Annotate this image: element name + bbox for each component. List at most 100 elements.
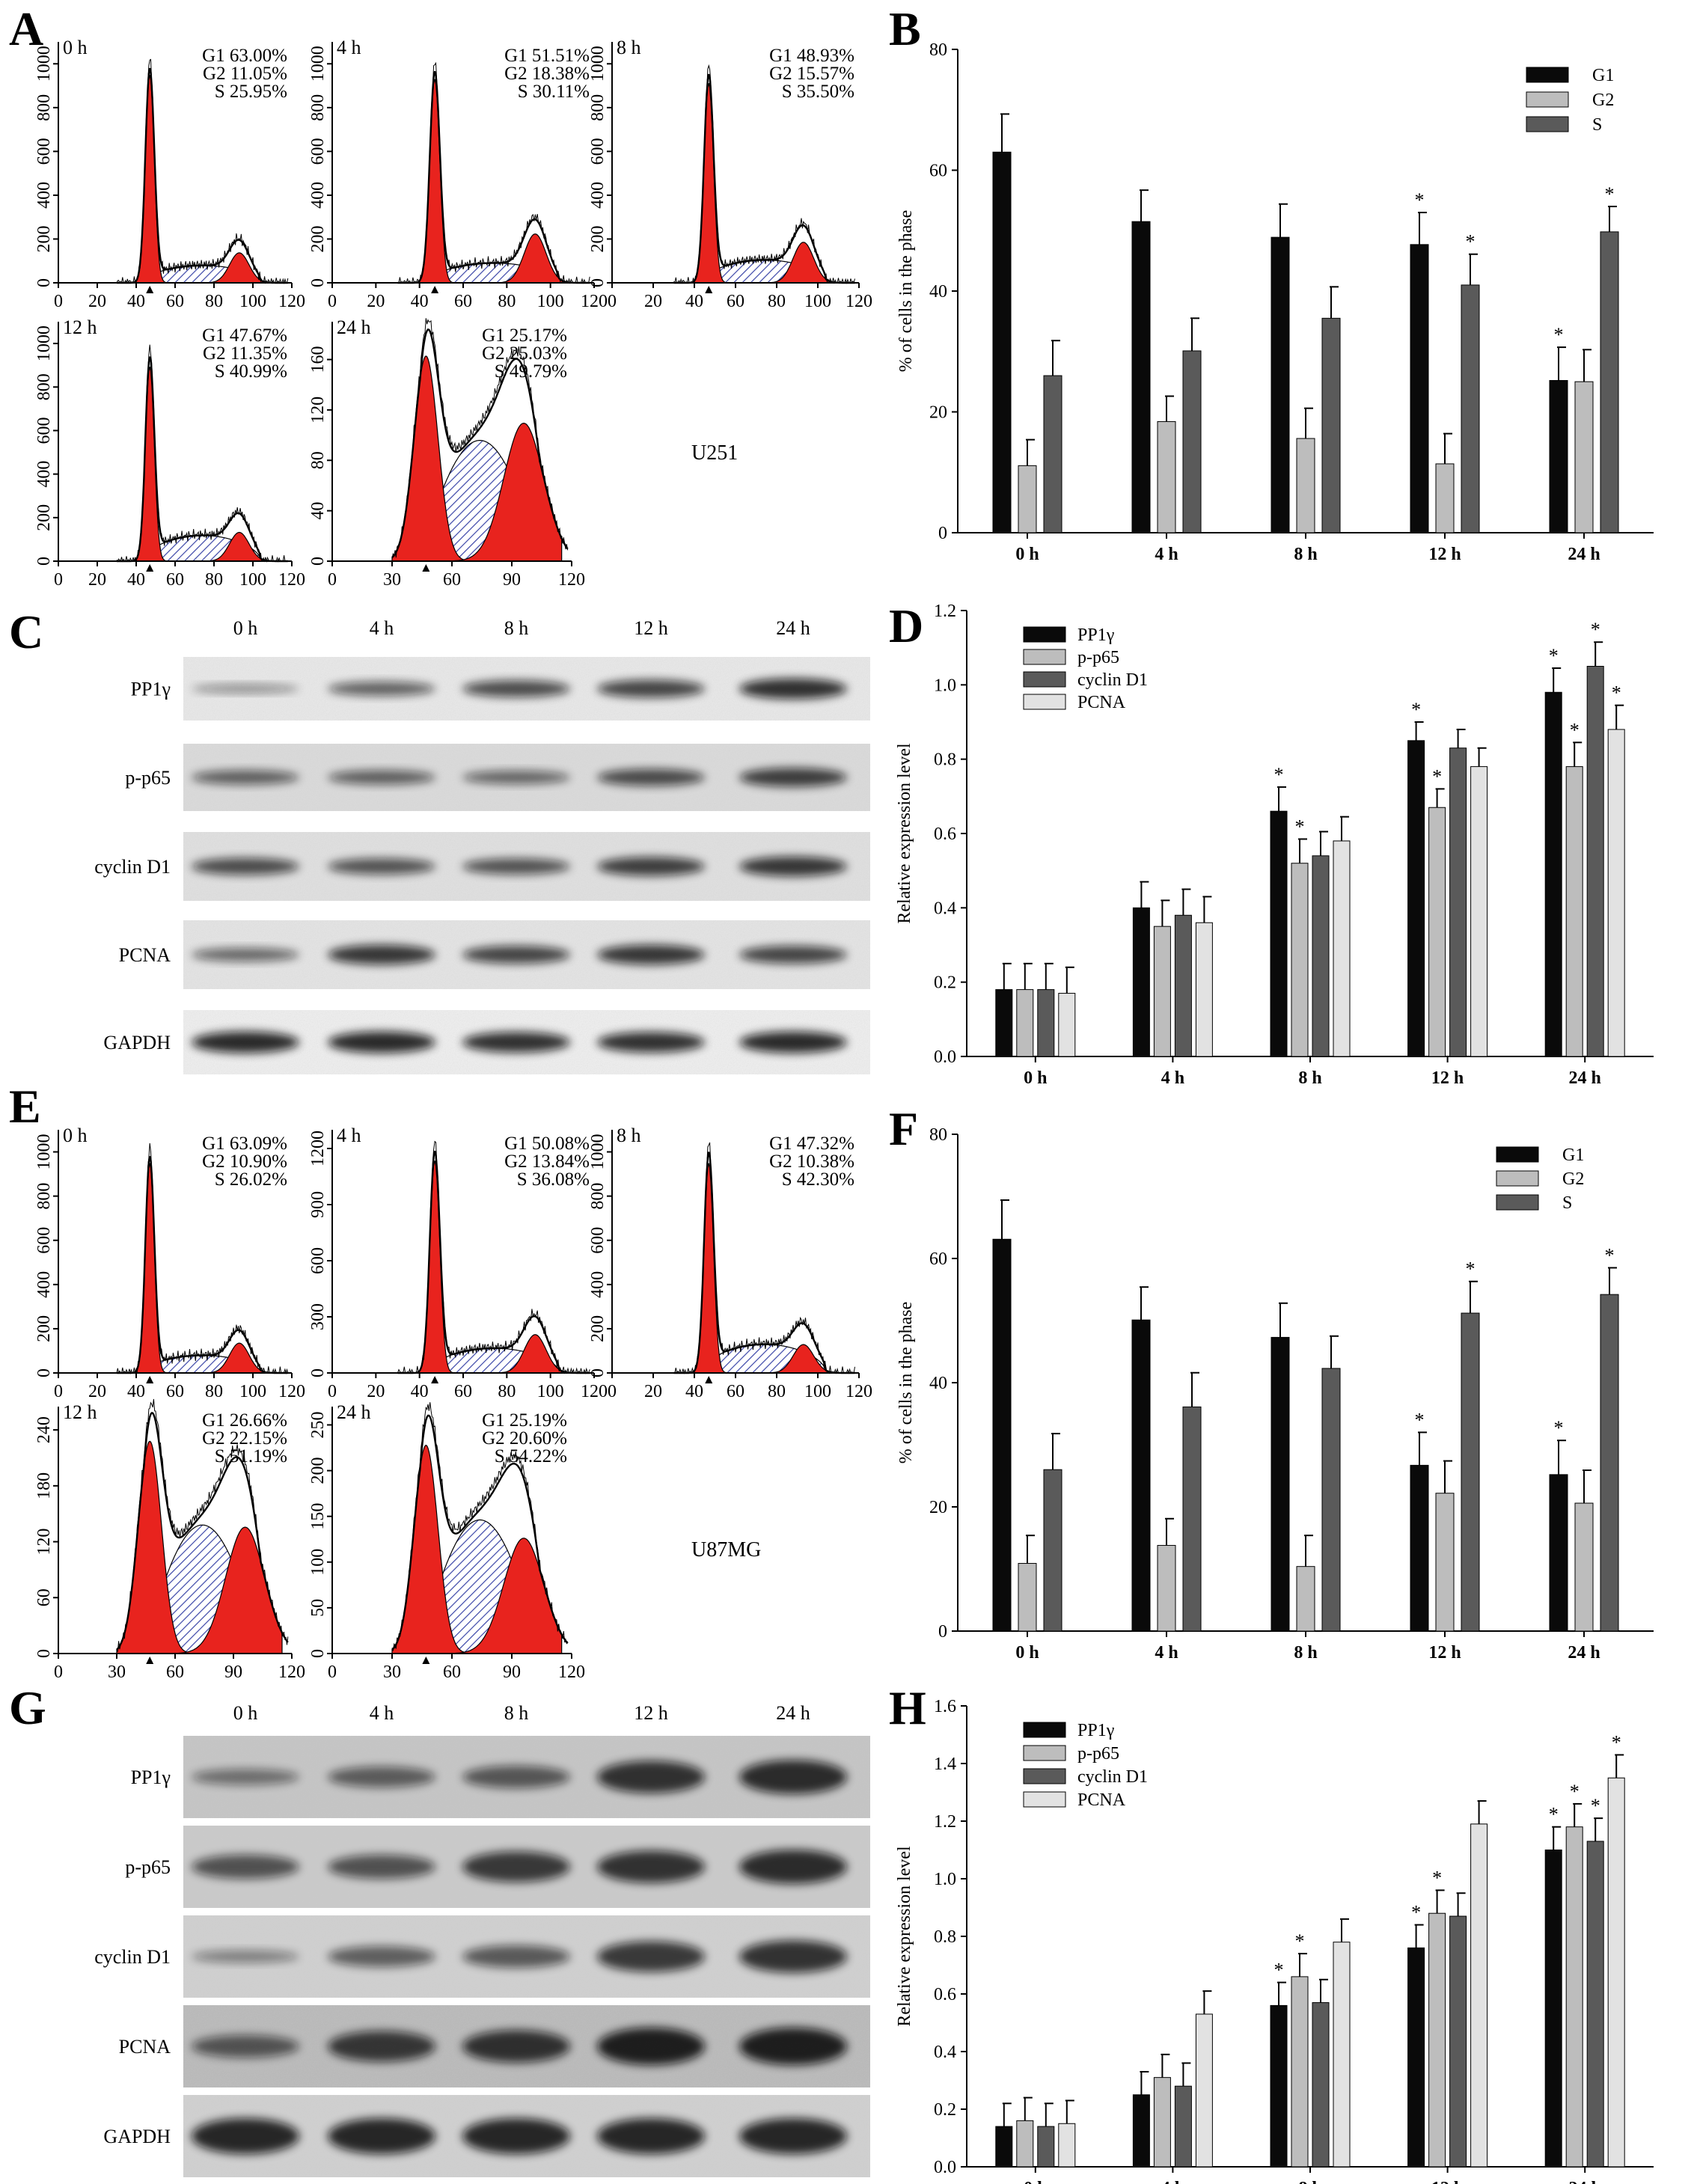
blot-band: [192, 2034, 299, 2058]
histogram-x-tick-label: 90: [503, 570, 521, 590]
blot-lane-label: 24 h: [776, 617, 810, 639]
blot-protein-label: GAPDH: [103, 1032, 171, 1053]
cell-line-label-e: U87MG: [691, 1538, 761, 1561]
chart-significance-star: *: [1274, 1960, 1284, 1981]
histogram-stat: G1 25.17%: [482, 325, 567, 346]
chart-legend-label: S: [1592, 115, 1602, 135]
histogram-y-tick-label: 1200: [308, 1131, 328, 1166]
chart-legend-label: S: [1562, 1193, 1572, 1213]
blot-band: [597, 2118, 705, 2154]
histogram-stat: G1 63.00%: [202, 46, 287, 66]
chart-y-tick-label: 80: [929, 1125, 947, 1145]
chart-bar: [1407, 1947, 1425, 2168]
chart-bar: [1461, 284, 1480, 533]
histogram-y-tick-label: 1000: [588, 46, 608, 82]
histogram-stat: S 30.11%: [518, 82, 590, 102]
chart-significance-star: *: [1612, 1731, 1621, 1753]
chart-bar: [995, 989, 1013, 1057]
chart-bar: [1544, 691, 1562, 1057]
chart-bar: [1574, 381, 1594, 533]
chart-bar: [1333, 840, 1351, 1057]
chart-x-tick-label: 4 h: [1155, 1643, 1178, 1663]
chart-y-tick-label: 1.0: [934, 676, 956, 695]
histogram-8: 0 60 120 180 240 0 30 60 90 120 12 h G1 26.66%G2 22…: [34, 1398, 305, 1682]
histogram-y-tick-label: 800: [34, 1183, 54, 1210]
histogram-x-tick-label: 120: [278, 1663, 305, 1682]
chart-bar: [1132, 2094, 1150, 2168]
chart-legend-label: G2: [1562, 1169, 1584, 1189]
chart-y-tick-label: 20: [929, 1498, 947, 1517]
chart-y-tick-label: 1.4: [934, 1755, 956, 1774]
chart-bar: [1410, 1464, 1429, 1632]
chart-bar: [1321, 1368, 1341, 1632]
chart-y-axis-label: % of cells in the phase: [896, 210, 916, 373]
chart-legend-swatch: [1526, 116, 1569, 132]
histogram-y-tick-label: 800: [34, 373, 54, 400]
chart-y-tick-label: 60: [929, 1249, 947, 1269]
chart-significance-star: *: [1570, 719, 1580, 741]
chart-y-tick-label: 1.6: [934, 1697, 956, 1716]
histogram-y-tick-label: 1000: [34, 46, 54, 82]
histogram-x-tick-label: 100: [804, 292, 831, 311]
histogram-x-tick-label: 80: [768, 292, 786, 311]
histogram-time-label: 8 h: [617, 1125, 641, 1146]
histogram-time-label: 12 h: [63, 316, 97, 338]
histogram-y-tick-label: 180: [34, 1472, 54, 1499]
histogram-marker: [705, 1376, 713, 1383]
chart-bar: [1565, 766, 1583, 1057]
panel-letter-d: D: [889, 599, 923, 652]
chart-y-tick-label: 0: [938, 1622, 947, 1642]
histogram-x-tick-label: 100: [239, 292, 266, 311]
chart-bar: [1037, 989, 1055, 1057]
chart-significance-star: *: [1570, 1781, 1580, 1802]
histogram-fit-envelope: [673, 1151, 855, 1374]
blot-band: [597, 679, 705, 698]
chart-bar: [1410, 244, 1429, 533]
chart-legend-label: PCNA: [1077, 1790, 1126, 1810]
histogram-stat: G1 51.51%: [504, 46, 590, 66]
chart-bar: [992, 1238, 1012, 1632]
chart-bar: [1018, 1563, 1037, 1632]
histogram-4: 0 40 80 120 160 0 30 60 90 120 24 h G1 25.17%G2 25.…: [308, 316, 585, 590]
blot-band: [328, 944, 435, 965]
bar-chart-h: 0.0 0.2 0.4 0.6 0.8 1.0 1.2 1.4 1.6 Relative expr…: [895, 1697, 1654, 2184]
chart-bar: [1195, 922, 1213, 1057]
chart-significance-star: *: [1411, 699, 1421, 721]
blot-protein-label: cyclin D1: [94, 1946, 171, 1968]
chart-significance-star: *: [1411, 1902, 1421, 1924]
chart-legend-swatch: [1023, 1791, 1066, 1808]
histogram-x-tick-label: 40: [127, 1382, 145, 1401]
histogram-stat: S 35.50%: [782, 82, 854, 102]
histogram-y-tick-label: 800: [34, 94, 54, 121]
histogram-x-tick-label: 60: [443, 1663, 461, 1682]
chart-x-tick-label: 4 h: [1155, 545, 1178, 564]
chart-bar: [1182, 350, 1202, 533]
histogram-stat: G1 25.19%: [482, 1410, 567, 1431]
chart-significance-star: *: [1591, 619, 1600, 640]
blot-band: [462, 1032, 570, 1053]
blot-band: [462, 2030, 570, 2063]
chart-y-tick-label: 1.2: [934, 1812, 956, 1832]
histogram-x-tick-label: 60: [166, 292, 184, 311]
chart-bar: [1153, 926, 1171, 1057]
histogram-y-tick-label: 120: [34, 1529, 54, 1556]
histogram-y-tick-label: 120: [308, 397, 328, 423]
chart-bar: [1549, 1474, 1568, 1632]
histogram-x-tick-label: 0: [54, 1382, 63, 1401]
panel-letter-g: G: [9, 1681, 46, 1734]
histogram-y-tick-label: 600: [34, 417, 54, 444]
chart-significance-star: *: [1274, 764, 1284, 786]
histogram-x-tick-label: 20: [367, 1382, 385, 1401]
chart-y-axis-label: Relative expression level: [895, 743, 914, 924]
histogram-x-tick-label: 120: [278, 292, 305, 311]
blot-band: [739, 1850, 847, 1884]
histogram-stat: G2 22.15%: [202, 1428, 287, 1449]
histogram-time-label: 12 h: [63, 1401, 97, 1423]
chart-significance-star: *: [1605, 1244, 1615, 1266]
blot-band: [739, 946, 847, 964]
chart-bar: [1131, 1319, 1151, 1632]
chart-bar: [1586, 666, 1604, 1057]
blot-band: [328, 2118, 435, 2154]
